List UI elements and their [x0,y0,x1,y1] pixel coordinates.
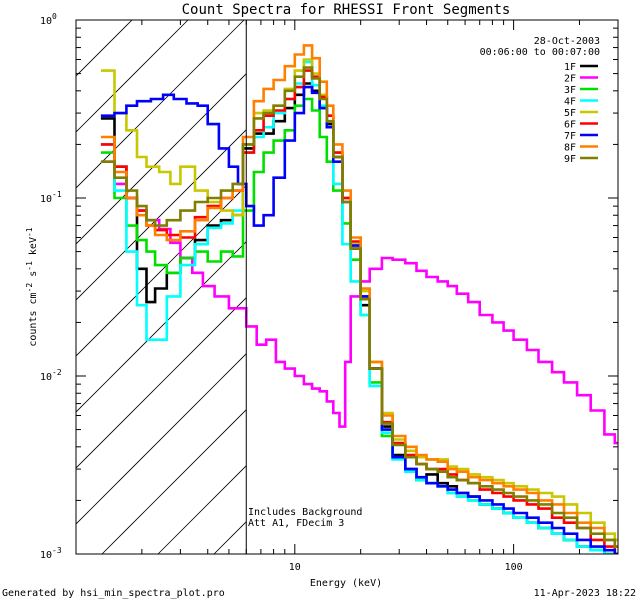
hatch-line [76,20,77,21]
hatch-line [76,129,247,301]
hatch-line [76,241,247,413]
axis-ticks [75,20,619,555]
x-axis-label: Energy (keV) [310,578,382,589]
y-axis-label: counts cm-2 s-1 keV-1 [25,227,39,346]
hatch-line [76,20,245,189]
hatch-line [76,73,247,245]
x-axis-tick-labels: 10 100 [289,562,523,573]
annotation-background: Includes Background [248,507,362,518]
chart-title: Count Spectra for RHESSI Front Segments [182,2,511,18]
series-4F [100,60,618,554]
y-tick-label: 10-1 [40,190,62,205]
y-tick-label: 10-3 [40,546,62,561]
x-tick-label: 10 [289,562,301,573]
plot-frame [75,19,619,555]
hatch-line [76,20,189,133]
hatch-line [76,185,247,357]
hatch-line [76,353,247,525]
annotation-attenuator: Att A1, FDecim 3 [248,518,344,529]
y-axis-tick-labels: 100 10-1 10-2 10-3 [40,12,62,561]
footer-generated-by: Generated by hsi_min_spectra_plot.pro [2,588,225,599]
legend-label-4F: 4F [564,97,576,108]
legend-label-8F: 8F [564,143,576,154]
footer-timestamp: 11-Apr-2023 18:22 [534,588,636,599]
legend-label-6F: 6F [564,120,576,131]
series-3F [100,97,618,554]
x-tick-label: 100 [505,562,523,573]
background-hatch-region [76,20,247,554]
observation-time-range: 00:06:00 to 00:07:00 [480,47,600,58]
series-1F [100,82,618,554]
hatch-line [76,20,133,77]
legend-label-1F: 1F [564,62,576,73]
series-layer [100,44,618,554]
legend-label-7F: 7F [564,131,576,142]
series-2F [100,160,618,445]
hatch-line [76,297,247,469]
y-tick-label: 100 [40,12,57,27]
legend-label-2F: 2F [564,74,576,85]
hatch-line [101,409,247,554]
y-tick-label: 10-2 [40,368,62,383]
series-9F [100,66,618,548]
legend-label-9F: 9F [564,154,576,165]
legend-label-3F: 3F [564,85,576,96]
legend-label-5F: 5F [564,108,576,119]
observation-date: 28-Oct-2003 [534,36,600,47]
series-7F [100,85,618,554]
